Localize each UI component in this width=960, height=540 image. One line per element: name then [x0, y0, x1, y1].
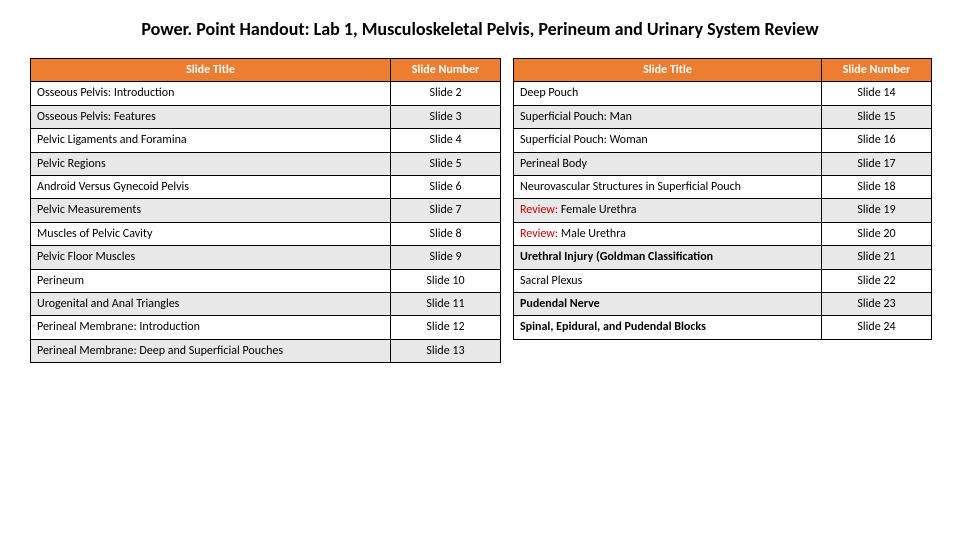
- right-row-title: Review: Female Urethra: [514, 199, 822, 222]
- right-row-title: Superficial Pouch: Woman: [514, 129, 822, 152]
- left-row-number: Slide 8: [391, 222, 501, 245]
- page-title: Power. Point Handout: Lab 1, Musculoskel…: [30, 18, 930, 40]
- left-row-title: Perineal Membrane: Introduction: [31, 316, 391, 339]
- table-row: Urogenital and Anal TrianglesSlide 11: [31, 292, 501, 315]
- left-row-title: Perineum: [31, 269, 391, 292]
- left-row-number: Slide 7: [391, 199, 501, 222]
- right-table: Slide Title Slide Number Deep PouchSlide…: [513, 58, 932, 340]
- left-row-title: Muscles of Pelvic Cavity: [31, 222, 391, 245]
- table-row: Pelvic Floor MusclesSlide 9: [31, 246, 501, 269]
- right-row-title: Review: Male Urethra: [514, 222, 822, 245]
- left-row-title: Osseous Pelvis: Introduction: [31, 82, 391, 105]
- table-row: Osseous Pelvis: FeaturesSlide 3: [31, 105, 501, 128]
- left-row-number: Slide 6: [391, 175, 501, 198]
- table-row: Spinal, Epidural, and Pudendal BlocksSli…: [514, 316, 932, 339]
- left-table: Slide Title Slide Number Osseous Pelvis:…: [30, 58, 501, 363]
- left-row-number: Slide 5: [391, 152, 501, 175]
- tables-container: Slide Title Slide Number Osseous Pelvis:…: [30, 58, 930, 363]
- table-row: Pelvic Ligaments and ForaminaSlide 4: [31, 129, 501, 152]
- table-row: Perineal Membrane: IntroductionSlide 12: [31, 316, 501, 339]
- right-row-title: Superficial Pouch: Man: [514, 105, 822, 128]
- right-row-title: Pudendal Nerve: [514, 292, 822, 315]
- table-row: Pelvic MeasurementsSlide 7: [31, 199, 501, 222]
- right-row-title: Urethral Injury (Goldman Classification: [514, 246, 822, 269]
- right-row-number: Slide 16: [822, 129, 932, 152]
- right-row-number: Slide 17: [822, 152, 932, 175]
- table-row: Osseous Pelvis: IntroductionSlide 2: [31, 82, 501, 105]
- review-prefix: Review:: [520, 203, 561, 217]
- left-row-number: Slide 13: [391, 339, 501, 362]
- review-prefix: Review:: [520, 227, 561, 241]
- left-row-number: Slide 3: [391, 105, 501, 128]
- table-row: Superficial Pouch: WomanSlide 16: [514, 129, 932, 152]
- table-row: Pudendal NerveSlide 23: [514, 292, 932, 315]
- table-row: Pelvic RegionsSlide 5: [31, 152, 501, 175]
- right-row-number: Slide 21: [822, 246, 932, 269]
- left-row-title: Osseous Pelvis: Features: [31, 105, 391, 128]
- right-row-number: Slide 24: [822, 316, 932, 339]
- table-row: Review: Female UrethraSlide 19: [514, 199, 932, 222]
- right-header-title: Slide Title: [514, 59, 822, 82]
- right-row-title: Sacral Plexus: [514, 269, 822, 292]
- table-row: Android Versus Gynecoid PelvisSlide 6: [31, 175, 501, 198]
- table-row: Perineal Membrane: Deep and Superficial …: [31, 339, 501, 362]
- right-row-title-text: Female Urethra: [561, 203, 637, 217]
- left-header-number: Slide Number: [391, 59, 501, 82]
- right-row-number: Slide 15: [822, 105, 932, 128]
- left-row-number: Slide 9: [391, 246, 501, 269]
- table-row: Perineal BodySlide 17: [514, 152, 932, 175]
- table-row: Deep PouchSlide 14: [514, 82, 932, 105]
- right-row-title: Deep Pouch: [514, 82, 822, 105]
- right-row-number: Slide 20: [822, 222, 932, 245]
- left-row-title: Pelvic Floor Muscles: [31, 246, 391, 269]
- table-row: Superficial Pouch: ManSlide 15: [514, 105, 932, 128]
- right-row-title: Perineal Body: [514, 152, 822, 175]
- left-row-number: Slide 10: [391, 269, 501, 292]
- right-row-title: Spinal, Epidural, and Pudendal Blocks: [514, 316, 822, 339]
- table-row: Sacral PlexusSlide 22: [514, 269, 932, 292]
- table-row: Muscles of Pelvic CavitySlide 8: [31, 222, 501, 245]
- right-row-title-text: Male Urethra: [561, 227, 626, 241]
- right-row-number: Slide 18: [822, 175, 932, 198]
- right-header-number: Slide Number: [822, 59, 932, 82]
- left-row-title: Pelvic Regions: [31, 152, 391, 175]
- left-row-title: Pelvic Measurements: [31, 199, 391, 222]
- right-row-number: Slide 23: [822, 292, 932, 315]
- left-row-title: Pelvic Ligaments and Foramina: [31, 129, 391, 152]
- table-row: Urethral Injury (Goldman ClassificationS…: [514, 246, 932, 269]
- left-row-number: Slide 4: [391, 129, 501, 152]
- right-row-number: Slide 14: [822, 82, 932, 105]
- left-row-title: Android Versus Gynecoid Pelvis: [31, 175, 391, 198]
- left-row-number: Slide 11: [391, 292, 501, 315]
- table-row: PerineumSlide 10: [31, 269, 501, 292]
- left-row-number: Slide 2: [391, 82, 501, 105]
- table-row: Neurovascular Structures in Superficial …: [514, 175, 932, 198]
- right-row-number: Slide 19: [822, 199, 932, 222]
- right-row-title: Neurovascular Structures in Superficial …: [514, 175, 822, 198]
- left-header-title: Slide Title: [31, 59, 391, 82]
- left-row-title: Perineal Membrane: Deep and Superficial …: [31, 339, 391, 362]
- right-row-number: Slide 22: [822, 269, 932, 292]
- left-row-title: Urogenital and Anal Triangles: [31, 292, 391, 315]
- table-row: Review: Male UrethraSlide 20: [514, 222, 932, 245]
- left-row-number: Slide 12: [391, 316, 501, 339]
